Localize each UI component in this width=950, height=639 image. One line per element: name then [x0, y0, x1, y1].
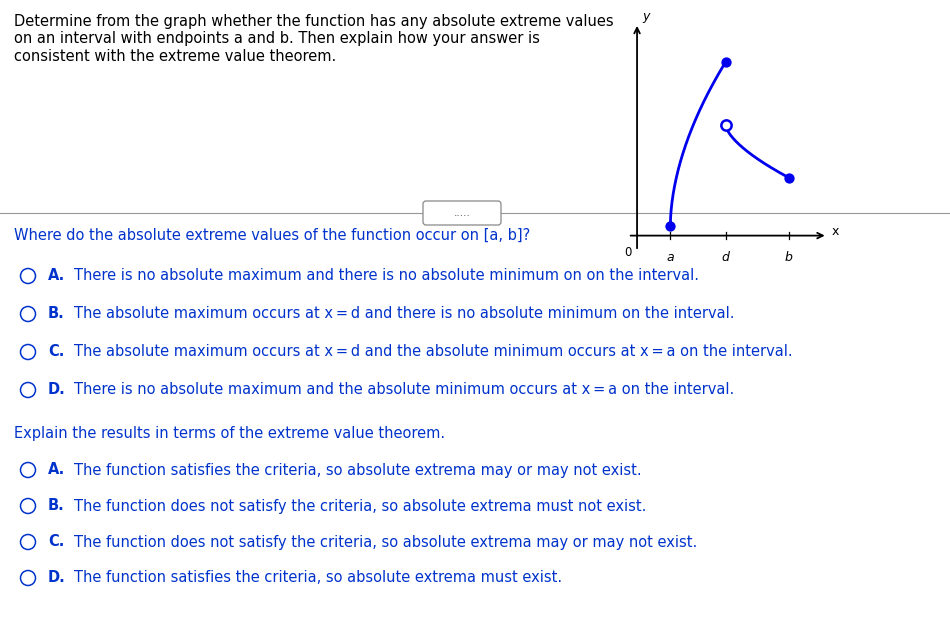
Text: A.: A.	[48, 268, 66, 284]
Text: .....: .....	[453, 208, 470, 218]
Text: b: b	[785, 251, 792, 264]
Text: Explain the results in terms of the extreme value theorem.: Explain the results in terms of the extr…	[14, 426, 446, 441]
Point	[718, 120, 733, 130]
Text: A.: A.	[48, 463, 66, 477]
Point	[718, 57, 733, 67]
Text: D.: D.	[48, 383, 66, 397]
Point	[781, 173, 796, 183]
Text: There is no absolute maximum and the absolute minimum occurs at x = a on the int: There is no absolute maximum and the abs…	[74, 383, 734, 397]
Text: The function satisfies the criteria, so absolute extrema must exist.: The function satisfies the criteria, so …	[74, 571, 562, 585]
Text: The function does not satisfy the criteria, so absolute extrema must not exist.: The function does not satisfy the criter…	[74, 498, 646, 514]
Text: The function does not satisfy the criteria, so absolute extrema may or may not e: The function does not satisfy the criter…	[74, 534, 697, 550]
Text: C.: C.	[48, 344, 65, 360]
Text: The absolute maximum occurs at x = d and there is no absolute minimum on the int: The absolute maximum occurs at x = d and…	[74, 307, 734, 321]
Text: The function satisfies the criteria, so absolute extrema may or may not exist.: The function satisfies the criteria, so …	[74, 463, 641, 477]
Point	[663, 221, 678, 231]
Text: x: x	[831, 225, 839, 238]
Text: a: a	[667, 251, 674, 264]
Text: y: y	[642, 10, 650, 23]
Text: 0: 0	[624, 247, 632, 259]
Text: There is no absolute maximum and there is no absolute minimum on on the interval: There is no absolute maximum and there i…	[74, 268, 699, 284]
Text: Determine from the graph whether the function has any absolute extreme values
on: Determine from the graph whether the fun…	[14, 14, 614, 64]
Text: D.: D.	[48, 571, 66, 585]
Text: Where do the absolute extreme values of the function occur on [a, b]?: Where do the absolute extreme values of …	[14, 228, 530, 243]
Text: B.: B.	[48, 498, 65, 514]
Text: B.: B.	[48, 307, 65, 321]
Text: The absolute maximum occurs at x = d and the absolute minimum occurs at x = a on: The absolute maximum occurs at x = d and…	[74, 344, 792, 360]
Text: d: d	[722, 251, 730, 264]
FancyBboxPatch shape	[423, 201, 501, 225]
Text: C.: C.	[48, 534, 65, 550]
